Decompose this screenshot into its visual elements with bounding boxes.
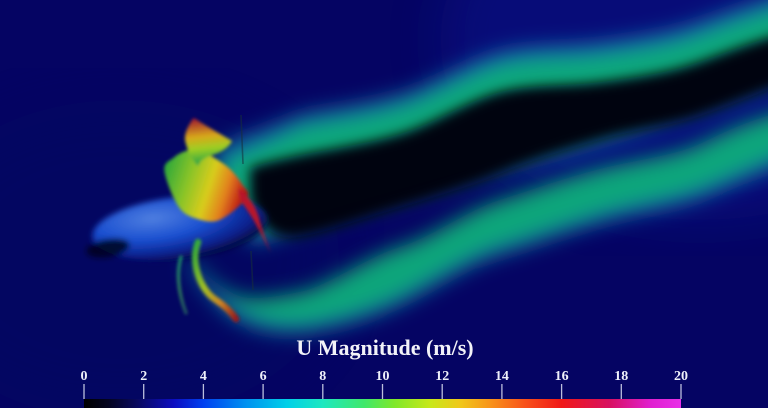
svg-text:14: 14 — [495, 369, 509, 384]
svg-text:12: 12 — [435, 369, 449, 384]
svg-text:16: 16 — [555, 369, 569, 384]
svg-text:4: 4 — [200, 369, 207, 384]
svg-text:10: 10 — [376, 369, 390, 384]
svg-text:6: 6 — [260, 369, 267, 384]
svg-text:2: 2 — [140, 369, 147, 384]
svg-text:8: 8 — [319, 369, 326, 384]
svg-text:20: 20 — [674, 369, 688, 384]
svg-text:U Magnitude (m/s): U Magnitude (m/s) — [296, 335, 473, 360]
svg-text:0: 0 — [81, 369, 88, 384]
svg-text:18: 18 — [614, 369, 628, 384]
